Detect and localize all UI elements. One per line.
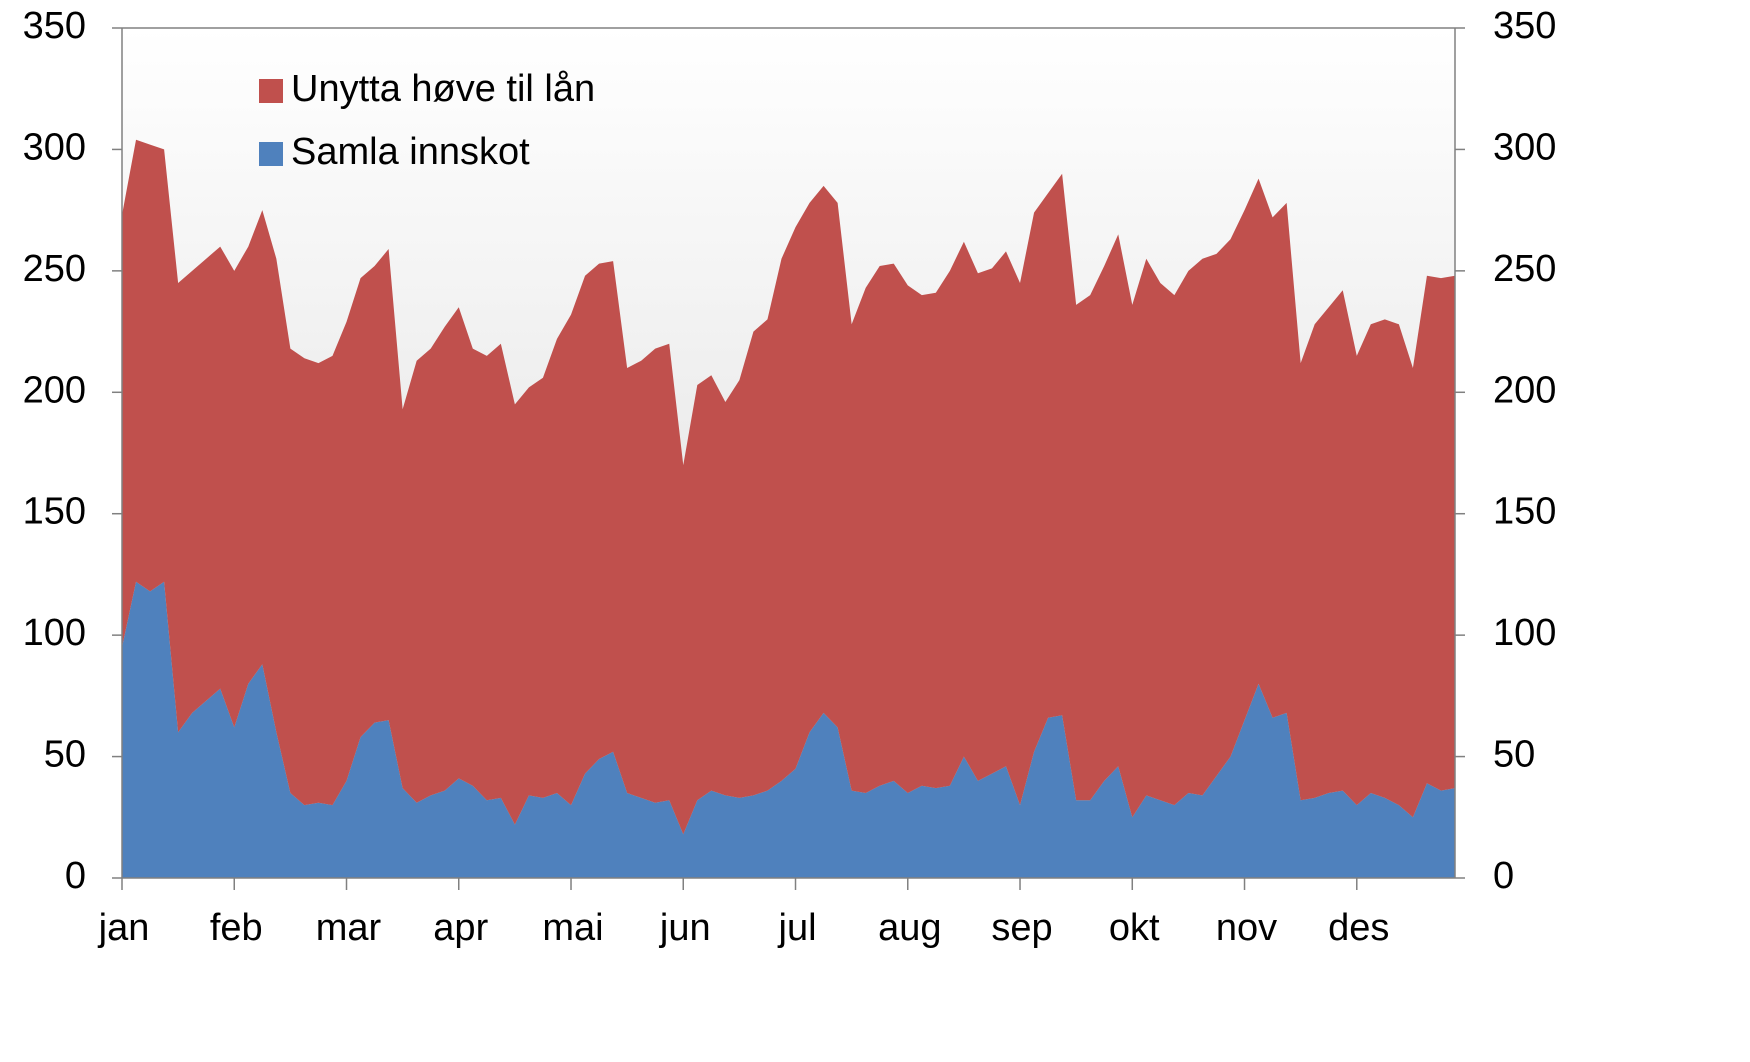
area: [122, 139, 1455, 835]
x-tick-label: des: [1328, 907, 1389, 949]
y-tick-label: 250: [23, 248, 86, 290]
legend-swatch: [259, 79, 283, 103]
y2-tick-label: 200: [1493, 369, 1556, 411]
legend-label: Unytta høve til lån: [291, 68, 595, 110]
x-tick-label: aug: [878, 907, 941, 949]
x-tick-label: okt: [1109, 907, 1160, 949]
x-tick-label: jul: [778, 907, 817, 949]
x-tick-label: sep: [991, 907, 1052, 949]
y2-tick-label: 350: [1493, 5, 1556, 47]
y-tick-label: 50: [44, 734, 86, 776]
x-tick-label: feb: [210, 907, 263, 949]
y2-tick-label: 300: [1493, 126, 1556, 168]
y-tick-label: 350: [23, 5, 86, 47]
x-tick-label: nov: [1216, 907, 1277, 949]
y2-tick-label: 0: [1493, 855, 1514, 897]
x-tick-label: mar: [316, 907, 382, 949]
y2-tick-label: 250: [1493, 248, 1556, 290]
legend-label: Samla innskot: [291, 131, 530, 173]
y-tick-label: 100: [23, 612, 86, 654]
y2-tick-label: 50: [1493, 734, 1535, 776]
y-tick-label: 300: [23, 126, 86, 168]
x-tick-label: mai: [542, 907, 603, 949]
x-tick-label: jun: [659, 907, 711, 949]
y-tick-label: 0: [65, 855, 86, 897]
legend-swatch: [259, 142, 283, 166]
y-tick-label: 150: [23, 491, 86, 533]
y2-tick-label: 100: [1493, 612, 1556, 654]
y-tick-label: 200: [23, 369, 86, 411]
x-tick-label: apr: [433, 907, 488, 949]
y2-tick-label: 150: [1493, 491, 1556, 533]
area: [122, 581, 1455, 878]
x-tick-label: jan: [98, 907, 150, 949]
